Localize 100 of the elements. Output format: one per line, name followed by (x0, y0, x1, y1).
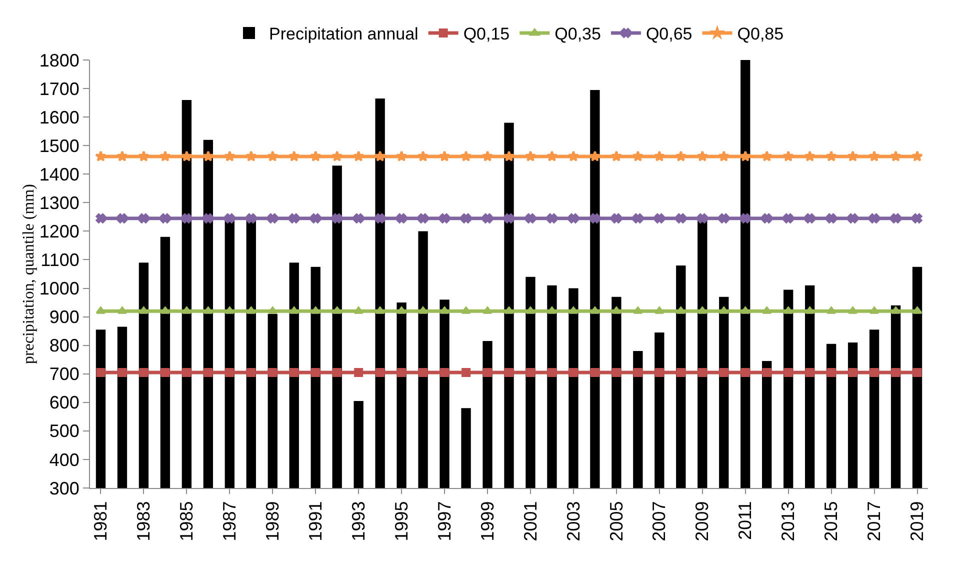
point (568, 150, 580, 162)
x-tick-label: 2013 (778, 501, 798, 542)
point (740, 306, 750, 314)
legend-label: Q0,65 (646, 24, 692, 44)
point (610, 150, 622, 162)
point (869, 306, 880, 314)
point (590, 306, 600, 314)
point (203, 306, 214, 314)
x-tick-label: 1989 (262, 501, 282, 542)
point (483, 368, 492, 377)
point (762, 368, 772, 377)
point (138, 150, 150, 162)
point (288, 150, 300, 162)
point (310, 213, 321, 224)
point (719, 368, 728, 377)
point (266, 150, 278, 162)
x-tick-label: 1999 (477, 501, 498, 542)
point (375, 213, 386, 224)
y-tick-label: 1400 (39, 164, 80, 184)
y-tick-label: 1800 (39, 50, 80, 70)
x-tick-label: 2015 (821, 501, 842, 542)
point (696, 150, 708, 162)
point (160, 306, 170, 314)
point (224, 306, 235, 314)
y-axis-title: precipitation, quantile (mm) (20, 184, 38, 364)
point (246, 306, 256, 314)
x-tick-label: 1991 (305, 501, 326, 542)
point (160, 368, 170, 377)
point (504, 213, 514, 224)
point (848, 306, 858, 314)
y-tick-label: 800 (49, 336, 80, 356)
point (870, 368, 879, 377)
point (611, 306, 622, 314)
point (783, 213, 794, 224)
point (268, 368, 278, 377)
point (202, 150, 214, 162)
point (418, 213, 428, 224)
point (654, 306, 664, 314)
point (676, 368, 686, 377)
point (354, 213, 364, 224)
point (654, 150, 666, 162)
point (96, 306, 106, 314)
y-tick-label: 1100 (40, 250, 80, 270)
point (718, 150, 730, 162)
point (460, 150, 472, 162)
point (547, 213, 557, 224)
point (117, 213, 128, 224)
point (417, 150, 429, 162)
point (461, 213, 471, 224)
x-tick-label: 2001 (520, 501, 540, 542)
point (268, 213, 278, 224)
point (440, 213, 450, 224)
point (568, 213, 578, 224)
point (912, 150, 923, 162)
point (805, 368, 814, 377)
x-tick-label: 1987 (220, 501, 240, 542)
point (418, 368, 428, 377)
point (268, 306, 278, 314)
point (503, 150, 515, 162)
point (782, 150, 794, 162)
point (632, 213, 643, 224)
point (96, 368, 106, 377)
y-tick-label: 600 (49, 392, 80, 413)
point (612, 368, 621, 377)
point (589, 150, 601, 162)
x-tick-label: 2005 (606, 501, 626, 542)
point (740, 150, 752, 162)
point (568, 306, 578, 314)
point (632, 306, 643, 314)
point (912, 213, 922, 224)
x-tick-label: 2009 (692, 501, 712, 542)
point (890, 150, 902, 162)
point (826, 368, 836, 377)
point (182, 213, 192, 224)
point (246, 368, 256, 377)
point (224, 213, 235, 224)
legend-label: Q0,35 (554, 24, 601, 44)
point (96, 213, 106, 224)
point (375, 306, 386, 314)
point (396, 306, 407, 314)
point (740, 213, 750, 224)
point (225, 368, 234, 377)
point (890, 306, 901, 314)
point (376, 368, 385, 377)
point (224, 150, 236, 162)
x-tick-label: 1981 (90, 501, 111, 542)
point (289, 213, 300, 224)
point (783, 306, 794, 314)
y-tick-label: 1700 (39, 78, 80, 99)
point (676, 306, 686, 314)
legend-label: Q0,85 (737, 24, 784, 44)
point (697, 306, 708, 314)
x-tick-label: 1985 (176, 501, 197, 542)
point (826, 213, 836, 224)
point (332, 306, 342, 314)
point (396, 150, 408, 162)
y-tick-label: 300 (49, 478, 80, 498)
point (160, 150, 171, 162)
point (482, 150, 494, 162)
point (804, 213, 815, 224)
